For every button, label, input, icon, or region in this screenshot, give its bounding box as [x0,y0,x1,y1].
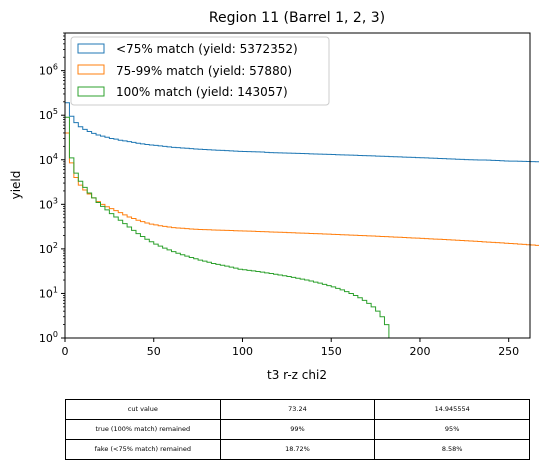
x-tick-label: 150 [321,345,342,358]
table-row: cut value 73.24 14.945554 [65,399,530,420]
legend-swatch-series-1 [77,64,105,75]
y-tick-label: 100 [39,330,58,345]
y-tick-label: 103 [39,196,58,211]
legend-label-series-0: <75% match (yield: 5372352) [116,42,298,56]
x-tick-label: 0 [62,345,69,358]
table-cell: 99% [219,419,376,440]
y-tick-label: 105 [39,107,58,122]
table-cell: 8.58% [374,439,530,460]
table-row: fake (<75% match) remained 18.72% 8.58% [65,439,530,460]
y-axis-ticks: 100 101 102 103 104 105 106 [39,32,65,345]
chart-title: Region 11 (Barrel 1, 2, 3) [209,10,385,26]
y-axis-label: yield [9,171,23,200]
histogram-series-0 [64,102,539,338]
legend-label-series-2: 100% match (yield: 143057) [116,85,288,99]
legend-box [70,36,330,106]
x-tick-label: 100 [232,345,253,358]
x-axis-label: t3 r-z chi2 [267,368,327,382]
table-cell: 73.24 [219,399,376,420]
table-cell: cut value [65,399,221,420]
plot-frame [64,32,531,339]
histogram-series-2 [64,116,394,339]
legend: <75% match (yield: 5372352) 75-99% match… [70,36,330,106]
y-tick-label: 104 [39,152,58,167]
y-tick-label: 106 [39,63,58,78]
legend-label-series-1: 75-99% match (yield: 57880) [116,64,292,78]
y-tick-label: 101 [39,285,58,300]
table-cell: 14.945554 [374,399,530,420]
table-cell: fake (<75% match) remained [65,439,221,460]
table-cell: 18.72% [219,439,376,460]
histogram-series-1 [64,132,539,338]
y-tick-label: 102 [39,241,58,256]
table-row: true (100% match) remained 99% 95% [65,419,530,440]
histogram-chart: Region 11 (Barrel 1, 2, 3) 0 50 100 150 200 2… [9,10,539,382]
x-tick-label: 50 [147,345,161,358]
table-cell: true (100% match) remained [65,419,221,440]
x-axis-ticks: 0 50 100 150 200 250 [62,338,519,358]
histogram-series [64,102,539,339]
table-cell: 95% [374,419,530,440]
legend-swatch-series-2 [77,86,105,97]
legend-swatch-series-0 [77,43,105,54]
x-tick-label: 200 [409,345,430,358]
cut-table: cut value 73.24 14.945554 true (100% mat… [65,399,530,460]
x-tick-label: 250 [498,345,519,358]
